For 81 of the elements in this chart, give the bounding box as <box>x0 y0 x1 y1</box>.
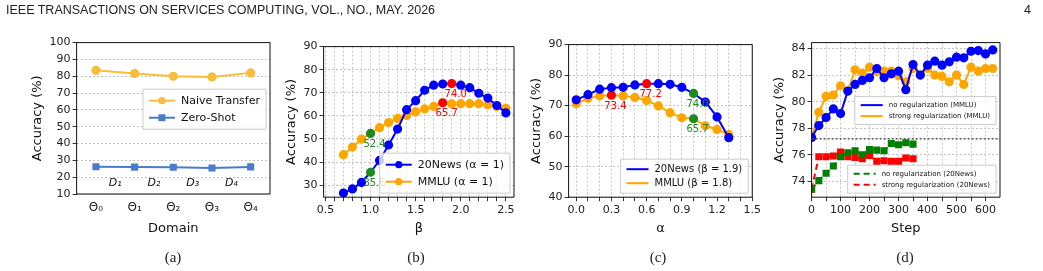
data-label: 65.7 <box>686 123 709 135</box>
annotation: D₁ <box>108 175 122 189</box>
x-tick-label: 100 <box>830 202 852 216</box>
legend-label: Zero-Shot <box>180 110 237 124</box>
y-tick-label: 50 <box>548 159 563 173</box>
y-tick-label: 90 <box>548 37 563 51</box>
x-tick-label: Θ₄ <box>243 200 258 215</box>
y-tick-label: 80 <box>56 69 71 83</box>
x-tick-label: 0.0 <box>567 202 585 216</box>
y-tick-label: 70 <box>548 98 563 112</box>
y-tick-label: 84 <box>791 41 806 55</box>
text: (a) <box>163 249 183 266</box>
y-tick-label: 90 <box>303 39 318 53</box>
annotation: D₄ <box>224 175 239 189</box>
y-axis-title: Accuracy (%) <box>528 77 544 164</box>
x-tick-label: 0 <box>808 202 816 216</box>
y-tick-label: 10 <box>56 186 71 200</box>
x-tick-label: 2.5 <box>497 202 515 216</box>
y-tick-label: 40 <box>303 154 318 168</box>
x-tick-label: 300 <box>888 202 910 216</box>
x-tick-label: 1.0 <box>361 202 380 216</box>
text: (c) <box>648 249 668 266</box>
y-tick-label: 80 <box>303 62 318 76</box>
x-axis-title: Domain <box>148 219 199 235</box>
legend-label: MMLU (β = 1.8) <box>654 176 733 188</box>
y-tick-label: 70 <box>56 85 71 99</box>
x-tick-label: 1.5 <box>406 202 425 216</box>
y-tick-label: 50 <box>303 131 318 145</box>
x-tick-label: 500 <box>946 202 968 216</box>
y-tick-label: 60 <box>56 102 71 116</box>
text: 4 <box>1024 3 1031 17</box>
x-tick-label: 1.5 <box>743 202 761 216</box>
legend-label: Naive Transfer <box>180 93 261 107</box>
data-label: 77.2 <box>639 88 662 100</box>
x-tick-label: 0.5 <box>316 202 335 216</box>
x-tick-label: 0.3 <box>602 202 621 216</box>
x-tick-label: Θ₁ <box>127 200 142 215</box>
y-tick-label: 76 <box>791 147 806 161</box>
y-tick-label: 40 <box>548 190 563 204</box>
x-tick-label: 400 <box>917 202 939 216</box>
annotation: D₂ <box>147 175 161 189</box>
text: (b) <box>406 249 426 266</box>
y-tick-label: 82 <box>791 67 806 81</box>
x-axis-title: Step <box>890 219 921 235</box>
x-tick-label: 600 <box>975 202 997 216</box>
y-axis-title: Accuracy (%) <box>29 75 45 162</box>
x-axis-title: β <box>414 219 423 235</box>
data-label: 65.7 <box>435 107 458 119</box>
y-tick-label: 100 <box>49 35 71 49</box>
text: IEEE TRANSACTIONS ON SERVICES COMPUTING, VOL., NO., MAY. 2026 <box>6 3 436 17</box>
y-tick-label: 74 <box>791 174 806 188</box>
x-axis-title: α <box>656 219 665 235</box>
y-tick-label: 70 <box>303 85 318 99</box>
y-tick-label: 90 <box>56 52 71 66</box>
y-axis-title: Accuracy (%) <box>771 76 787 163</box>
data-label: 74.0 <box>444 88 467 100</box>
annotation: D₃ <box>186 175 200 189</box>
text: (d) <box>895 249 915 266</box>
y-tick-label: 40 <box>56 136 71 150</box>
y-tick-label: 80 <box>791 94 806 108</box>
data-label: 73.4 <box>604 99 627 111</box>
legend-label: 20News (β = 1.9) <box>654 162 743 174</box>
y-tick-label: 78 <box>791 121 806 135</box>
x-tick-label: 0.6 <box>637 202 656 216</box>
y-tick-label: 50 <box>56 119 71 133</box>
y-tick-label: 60 <box>548 129 563 143</box>
x-tick-label: 2.0 <box>452 202 470 216</box>
legend-label: 20News (α = 1) <box>417 157 505 171</box>
y-tick-label: 60 <box>303 108 318 122</box>
y-tick-label: 80 <box>548 67 563 81</box>
y-tick-label: 30 <box>303 178 318 192</box>
x-tick-label: 1.2 <box>708 202 726 216</box>
x-tick-label: Θ₀ <box>88 200 104 215</box>
x-tick-label: Θ₂ <box>166 200 181 215</box>
legend-label: MMLU (α = 1) <box>417 174 493 188</box>
y-tick-label: 20 <box>56 170 71 184</box>
x-tick-label: 200 <box>859 202 881 216</box>
y-tick-label: 30 <box>56 153 71 167</box>
x-tick-label: 0.9 <box>673 202 691 216</box>
x-tick-label: Θ₃ <box>204 200 220 215</box>
y-axis-title: Accuracy (%) <box>283 78 299 165</box>
